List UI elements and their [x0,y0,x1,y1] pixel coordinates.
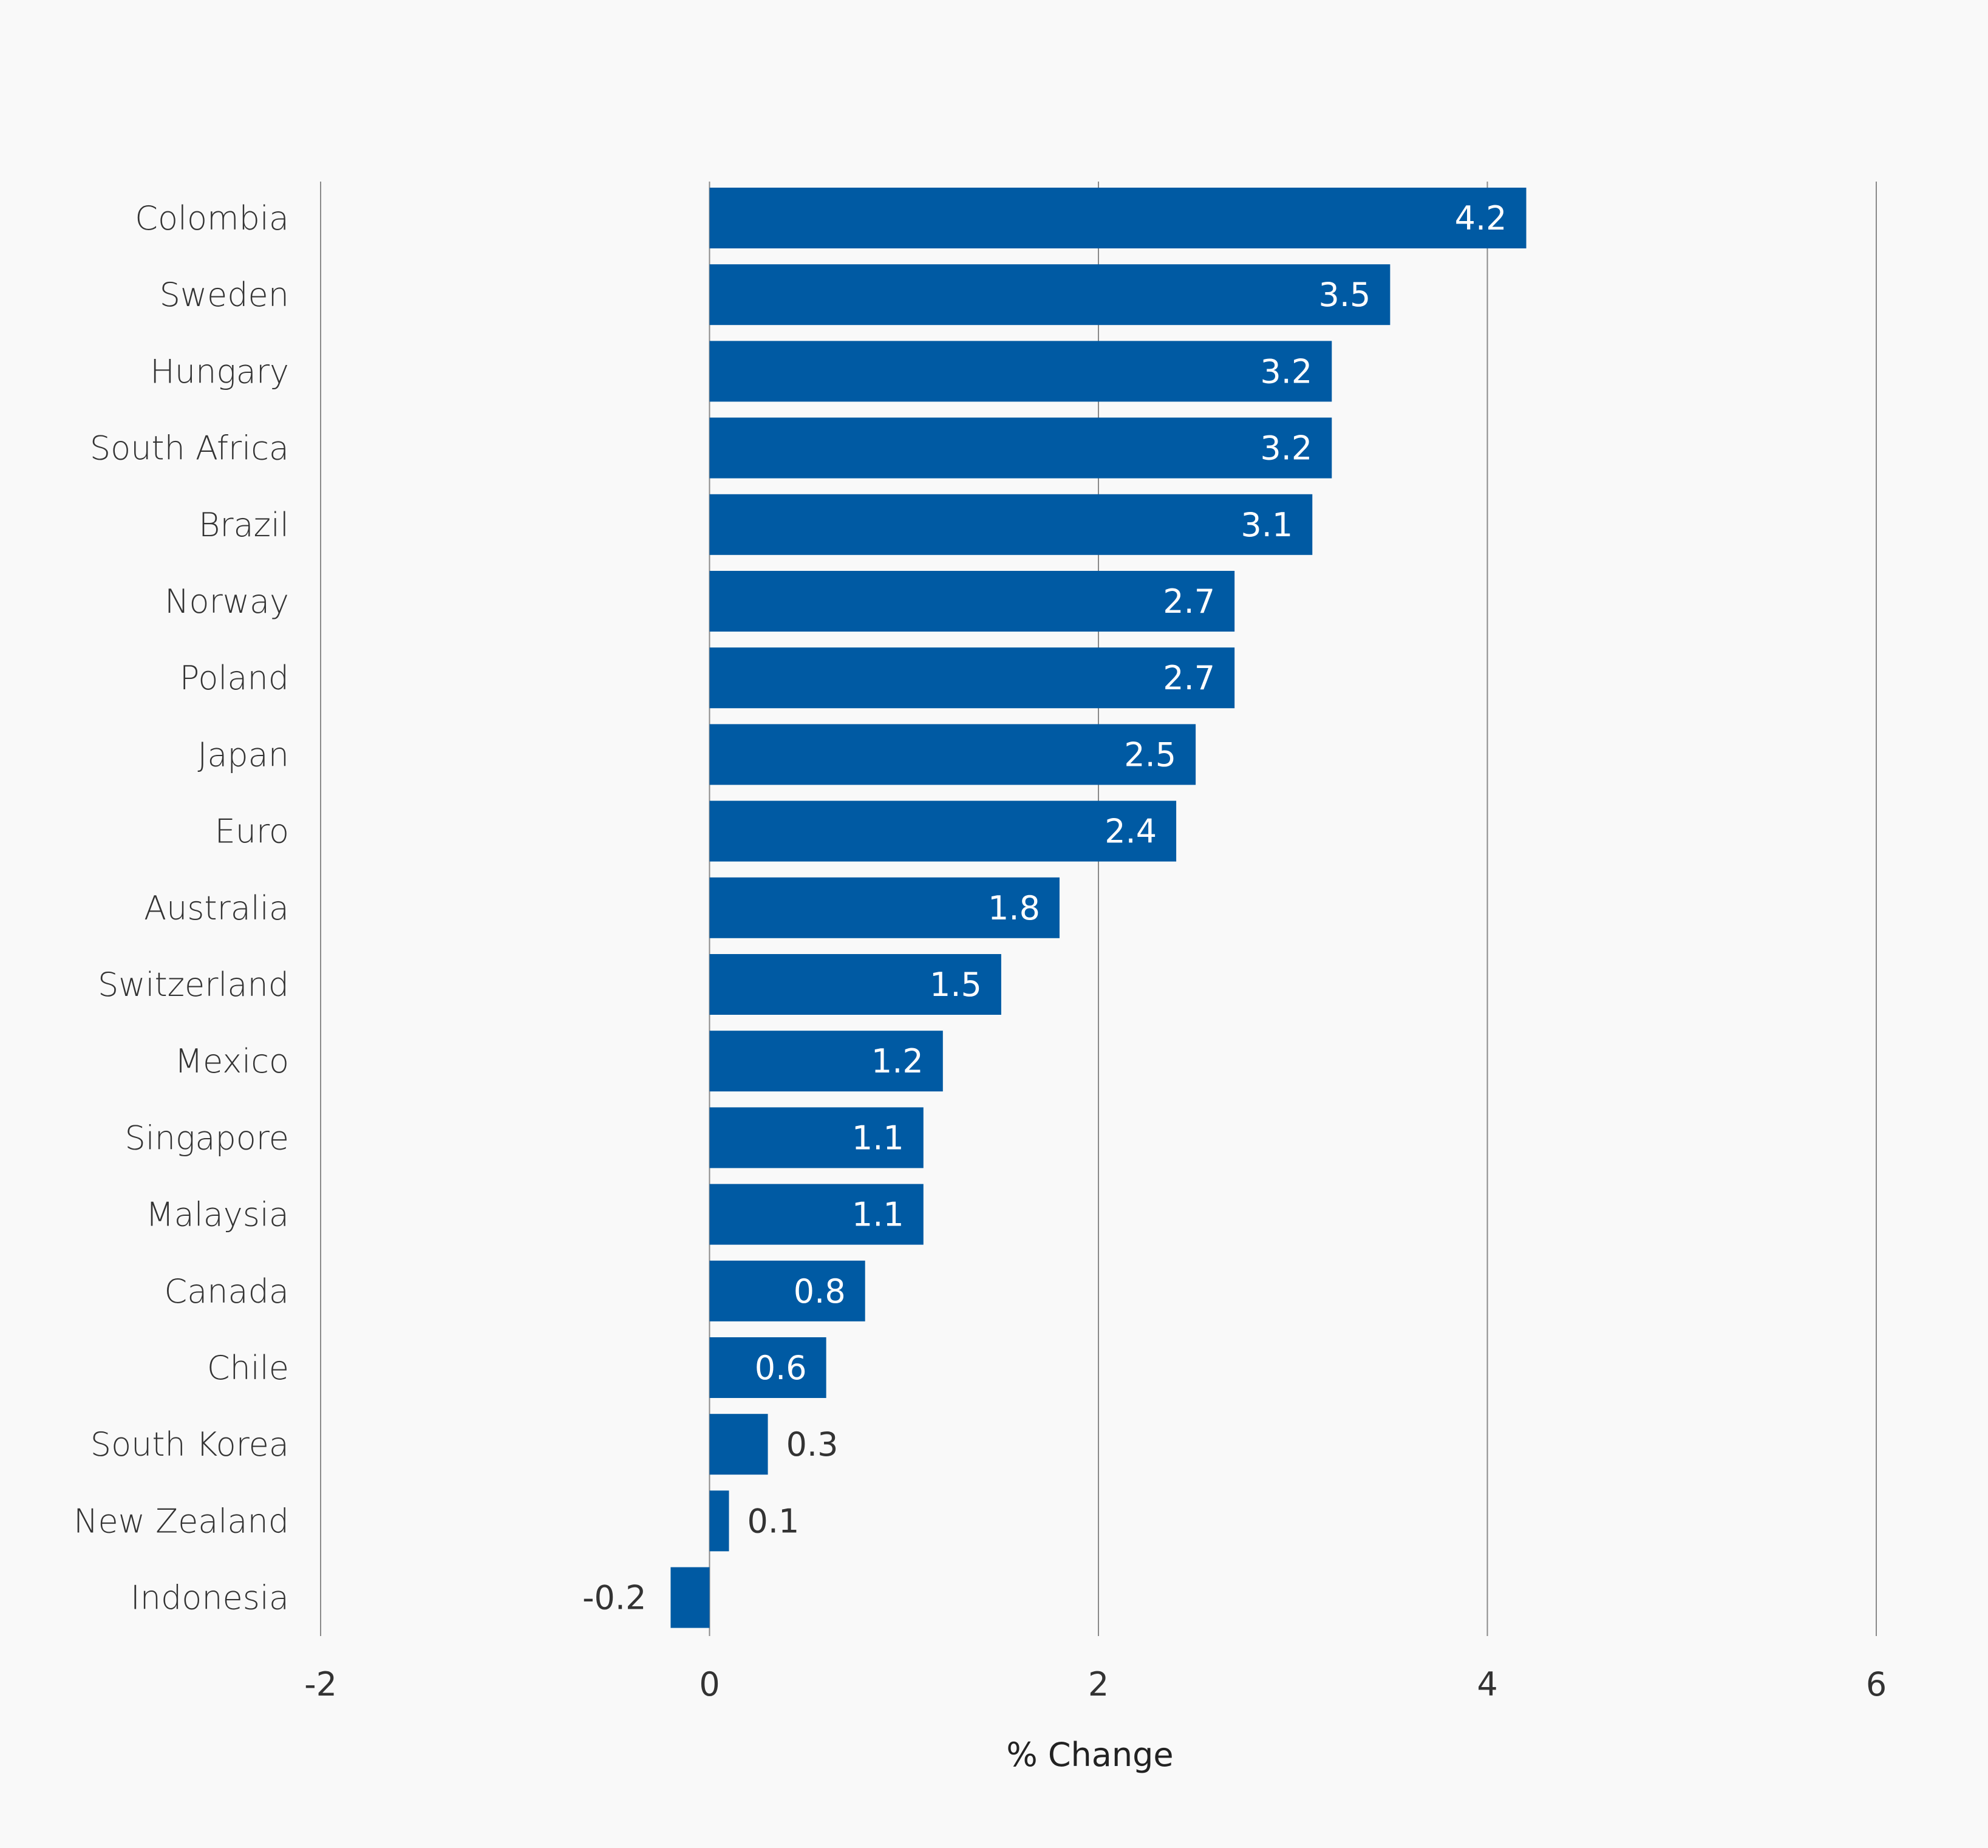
data-label: 3.1 [1241,506,1293,544]
bar [709,1260,865,1321]
category-label: Colombia [135,199,289,237]
x-tick-label: 0 [699,1665,720,1703]
x-axis-title: % Change [1006,1736,1173,1774]
data-label: 2.7 [1163,582,1215,621]
category-label: South Korea [90,1425,289,1464]
bar [709,1337,826,1398]
data-label: 1.2 [871,1042,924,1080]
bar [670,1567,710,1628]
data-label: 1.1 [852,1119,904,1157]
bar [709,1107,924,1168]
category-labels: Colombia Sweden Hungary South Africa Brazil N… [73,199,289,1617]
category-label: Australia [144,889,289,927]
data-label: 3.2 [1260,352,1312,390]
category-label: Singapore [124,1119,289,1157]
category-label: South Africa [90,429,289,468]
category-label: Switzerland [98,966,289,1004]
category-label: Mexico [174,1042,289,1080]
bar [709,1031,943,1092]
category-label: Poland [180,659,289,697]
x-tick-labels: -2 0 2 4 6 [304,1665,1887,1703]
data-label: 0.6 [755,1349,807,1387]
category-label: Japan [197,735,289,774]
category-label: Chile [207,1349,289,1387]
data-label: 2.7 [1163,659,1215,697]
data-label: 2.5 [1124,735,1176,774]
category-label: Sweden [160,276,289,314]
x-tick-label: 4 [1477,1665,1497,1703]
data-label: 1.8 [988,889,1040,927]
bar [709,188,1527,248]
x-tick-label: 6 [1866,1665,1887,1703]
bar [709,800,1177,862]
category-label: Norway [165,582,289,621]
category-label: Brazil [199,506,289,544]
x-tick-label: -2 [304,1665,337,1703]
category-label: Euro [215,813,289,851]
data-label: 0.8 [794,1272,846,1311]
bar [709,877,1060,938]
bar [709,954,1001,1015]
bar [709,264,1391,326]
category-label: Indonesia [131,1579,289,1617]
data-label: 0.1 [747,1502,800,1540]
data-label: 4.2 [1455,199,1507,237]
bar [709,417,1332,479]
bar [709,1490,729,1552]
category-label: Canada [165,1272,289,1311]
bars: 4.23.53.23.23.12.72.72.52.41.81.51.21.11… [582,188,1527,1628]
data-label: 3.5 [1318,276,1370,314]
data-label: -0.2 [582,1579,646,1617]
bar [709,494,1313,555]
bar [709,1184,924,1245]
data-label: 0.3 [786,1425,839,1464]
category-label: Malaysia [146,1196,289,1234]
bar [709,724,1196,785]
data-label: 3.2 [1260,429,1312,468]
data-label: 1.5 [930,966,982,1004]
data-label: 1.1 [852,1196,904,1234]
category-label: New Zealand [73,1502,289,1540]
bar [709,571,1235,632]
bar [709,341,1332,402]
data-label: 2.4 [1105,813,1157,851]
bar [709,647,1235,709]
category-label: Hungary [150,352,289,390]
x-tick-label: 2 [1088,1665,1109,1703]
bar [709,1414,768,1475]
